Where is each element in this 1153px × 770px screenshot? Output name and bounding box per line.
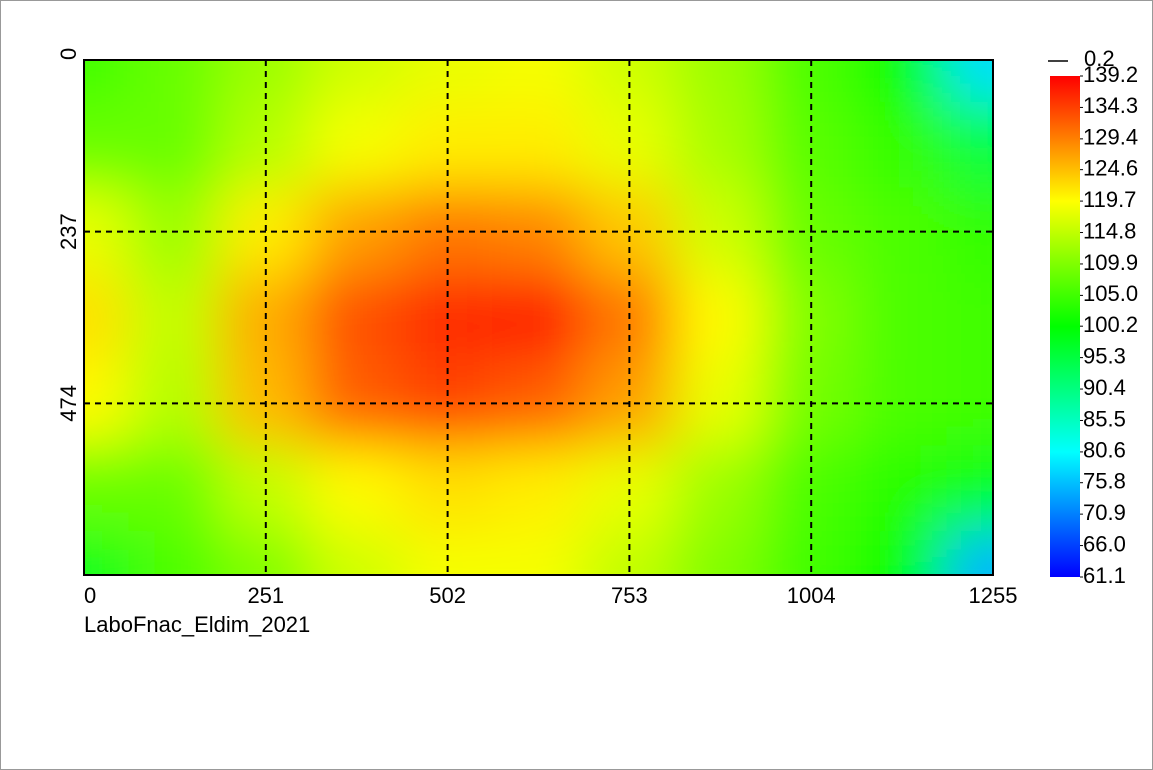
heat-cell <box>310 187 404 276</box>
heat-cell <box>492 60 585 104</box>
heat-cell <box>855 60 949 104</box>
line-legend-label: 0.2 <box>1084 46 1115 71</box>
heat-cell <box>946 445 993 534</box>
heat-cell <box>310 101 404 190</box>
colorbar-label: 66.0 <box>1083 531 1126 556</box>
x-tick-label: 0 <box>84 583 96 608</box>
y-tick-label: 237 <box>56 213 81 250</box>
heat-cell <box>310 273 404 362</box>
heat-cell <box>673 273 767 362</box>
heat-cell <box>84 60 131 104</box>
heat-cell <box>84 273 131 362</box>
heat-cell <box>492 445 585 534</box>
heat-cell <box>673 531 767 575</box>
heat-cell <box>492 101 585 190</box>
heat-cell <box>128 101 222 190</box>
colorbar-label: 114.8 <box>1083 218 1136 243</box>
colorbar-label: 124.6 <box>1083 155 1138 180</box>
y-tick-label: 0 <box>56 48 81 60</box>
colorbar-label: 134.3 <box>1083 93 1138 118</box>
heat-cell <box>492 273 585 362</box>
heat-cell <box>946 60 993 104</box>
heatmap <box>84 60 993 575</box>
heat-cell <box>128 60 222 104</box>
heat-cell <box>946 531 993 575</box>
heat-cell <box>84 445 131 534</box>
heat-cell <box>310 359 404 448</box>
heat-cell <box>855 531 949 575</box>
heat-cell <box>855 273 949 362</box>
heat-cell <box>673 60 767 104</box>
colorbar-label: 105.0 <box>1083 281 1138 306</box>
heat-cell <box>673 187 767 276</box>
heat-cell <box>492 531 585 575</box>
heat-cell <box>946 273 993 362</box>
colorbar-label: 119.7 <box>1083 187 1136 212</box>
heatmap-cells <box>84 60 993 575</box>
heat-cell <box>128 531 222 575</box>
x-tick-label: 251 <box>247 583 284 608</box>
heat-cell <box>673 359 767 448</box>
heat-cell <box>673 101 767 190</box>
heat-cell <box>855 101 949 190</box>
x-tick-label: 1255 <box>969 583 1018 608</box>
colorbar-label: 85.5 <box>1083 406 1126 431</box>
heat-cell <box>673 445 767 534</box>
heat-cell <box>310 445 404 534</box>
colorbar-label: 75.8 <box>1083 469 1126 494</box>
colorbar <box>1050 76 1080 577</box>
colorbar-label: 80.6 <box>1083 438 1126 463</box>
x-tick-label: 1004 <box>787 583 836 608</box>
plot-border <box>83 59 994 576</box>
heat-cell <box>128 445 222 534</box>
colorbar-label: 61.1 <box>1083 563 1126 588</box>
heat-cell <box>310 531 404 575</box>
heat-cell <box>855 445 949 534</box>
heat-cell <box>128 273 222 362</box>
x-tick-label: 502 <box>429 583 466 608</box>
heat-cell <box>310 60 404 104</box>
colorbar-label: 109.9 <box>1083 250 1138 275</box>
colorbar-label: 129.4 <box>1083 125 1138 150</box>
y-tick-label: 474 <box>56 385 81 422</box>
colorbar-label: 139.2 <box>1083 62 1138 87</box>
heat-cell <box>946 101 993 190</box>
heat-cell <box>84 531 131 575</box>
caption: LaboFnac_Eldim_2021 <box>84 612 310 637</box>
colorbar-label: 90.4 <box>1083 375 1126 400</box>
x-tick-label: 753 <box>611 583 648 608</box>
colorbar-label: 70.9 <box>1083 500 1126 525</box>
colorbar-label: 95.3 <box>1083 343 1126 368</box>
heat-cell <box>84 101 131 190</box>
colorbar-label: 100.2 <box>1083 312 1138 337</box>
